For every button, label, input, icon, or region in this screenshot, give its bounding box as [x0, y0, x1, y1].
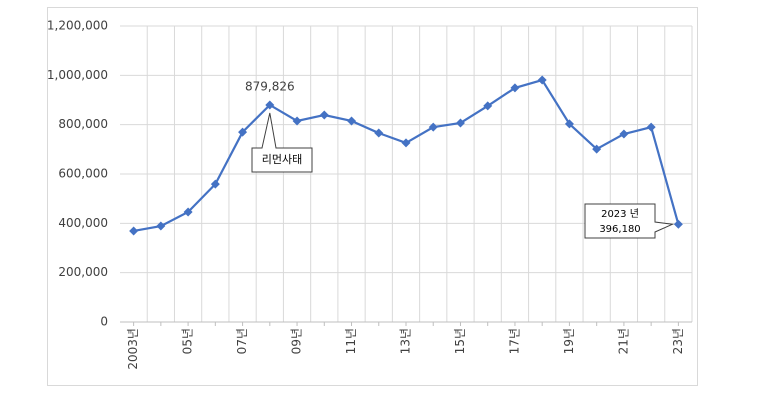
data-point [483, 101, 493, 111]
value-label: 396,180 [599, 224, 640, 235]
data-point [347, 116, 357, 126]
data-point [319, 110, 329, 120]
data-point [292, 116, 302, 126]
data-point [183, 207, 193, 217]
x-tick-label: 19년 [562, 328, 576, 354]
x-tick-label: 09년 [290, 328, 304, 354]
y-tick-label: 800,000 [58, 117, 108, 131]
callout-box [251, 112, 313, 173]
y-tick-label: 1,200,000 [47, 19, 108, 33]
x-tick-label: 17년 [507, 328, 521, 354]
data-point [428, 122, 438, 132]
x-tick-label: 2003년 [126, 328, 140, 370]
data-point [265, 100, 275, 110]
data-point [129, 226, 139, 236]
data-point [156, 221, 166, 231]
y-tick-label: 0 [100, 315, 108, 329]
x-tick-label: 07년 [235, 328, 249, 354]
y-tick-label: 400,000 [58, 216, 108, 230]
x-tick-label: 21년 [616, 328, 630, 354]
data-point [238, 127, 248, 137]
x-tick-label: 13년 [399, 328, 413, 354]
data-point [401, 138, 411, 148]
data-point [510, 83, 520, 93]
callout-text: 리먼사태 [262, 153, 302, 166]
chart-frame [47, 7, 698, 386]
data-point [673, 219, 683, 229]
x-tick-label: 15년 [453, 328, 467, 354]
data-point [592, 144, 602, 154]
data-point [537, 75, 547, 85]
callout-box [584, 203, 675, 239]
y-tick-label: 600,000 [58, 167, 108, 181]
value-label: 879,826 [245, 79, 295, 93]
callout-text: 2023 년 [601, 208, 639, 220]
x-tick-label: 11년 [344, 328, 358, 354]
data-point [619, 129, 629, 139]
y-tick-label: 200,000 [58, 265, 108, 279]
data-point [374, 128, 384, 138]
data-point [646, 122, 656, 132]
data-point [210, 179, 220, 189]
data-point [564, 119, 574, 129]
x-tick-label: 05년 [181, 328, 195, 354]
y-tick-label: 1,000,000 [47, 68, 108, 82]
data-point [455, 118, 465, 128]
x-tick-label: 23년 [671, 328, 685, 354]
